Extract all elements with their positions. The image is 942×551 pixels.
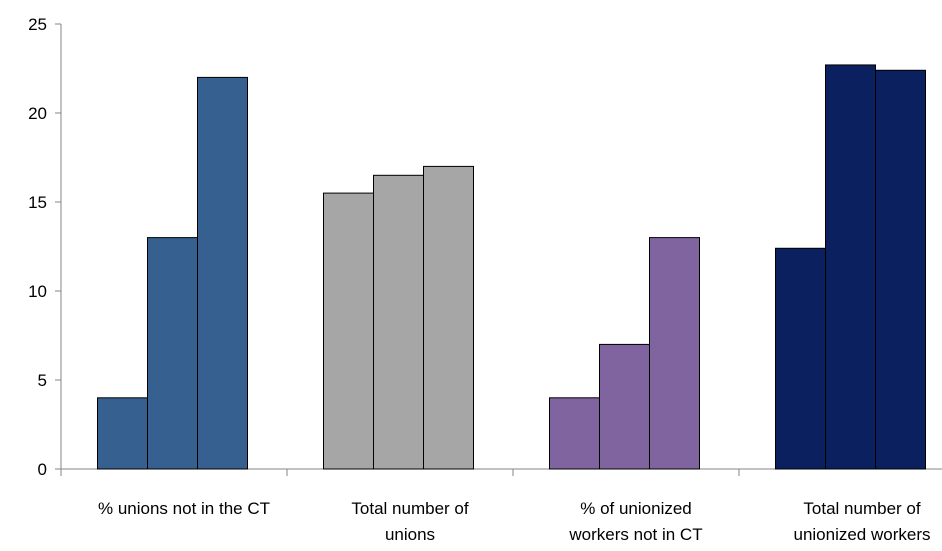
y-tick-label: 0: [38, 460, 47, 479]
bar: 22.4: [875, 69, 926, 470]
bar: 12.4: [775, 247, 826, 470]
category-label: unions: [385, 525, 435, 544]
bar: 22.7: [825, 64, 876, 470]
y-tick-label: 25: [28, 15, 47, 34]
y-tick-label: 15: [28, 193, 47, 212]
bar: 22: [197, 76, 248, 470]
y-tick-label: 5: [38, 371, 47, 390]
bar: 4: [549, 397, 600, 470]
bar: 4: [97, 397, 148, 470]
category-labels: % unions not in the CT Total number of uni…: [98, 499, 931, 544]
bar: 13: [147, 237, 198, 470]
y-tick-label: 20: [28, 104, 47, 123]
y-tick-label: 10: [28, 282, 47, 301]
category-label: % unions not in the CT: [98, 499, 270, 518]
bar: 16.5: [373, 174, 424, 470]
bar: 7: [599, 343, 650, 470]
bar: 13: [649, 237, 700, 470]
category-label: Total number of: [351, 499, 468, 518]
bar: 15.5: [323, 192, 374, 470]
bar: 17: [423, 165, 474, 470]
category-label: workers not in CT: [568, 525, 702, 544]
bars: 4132215.516.517471312.422.722.4: [97, 64, 926, 470]
category-label: Total number of: [803, 499, 920, 518]
category-label: unionized workers: [793, 525, 930, 544]
category-label: % of unionized: [580, 499, 692, 518]
